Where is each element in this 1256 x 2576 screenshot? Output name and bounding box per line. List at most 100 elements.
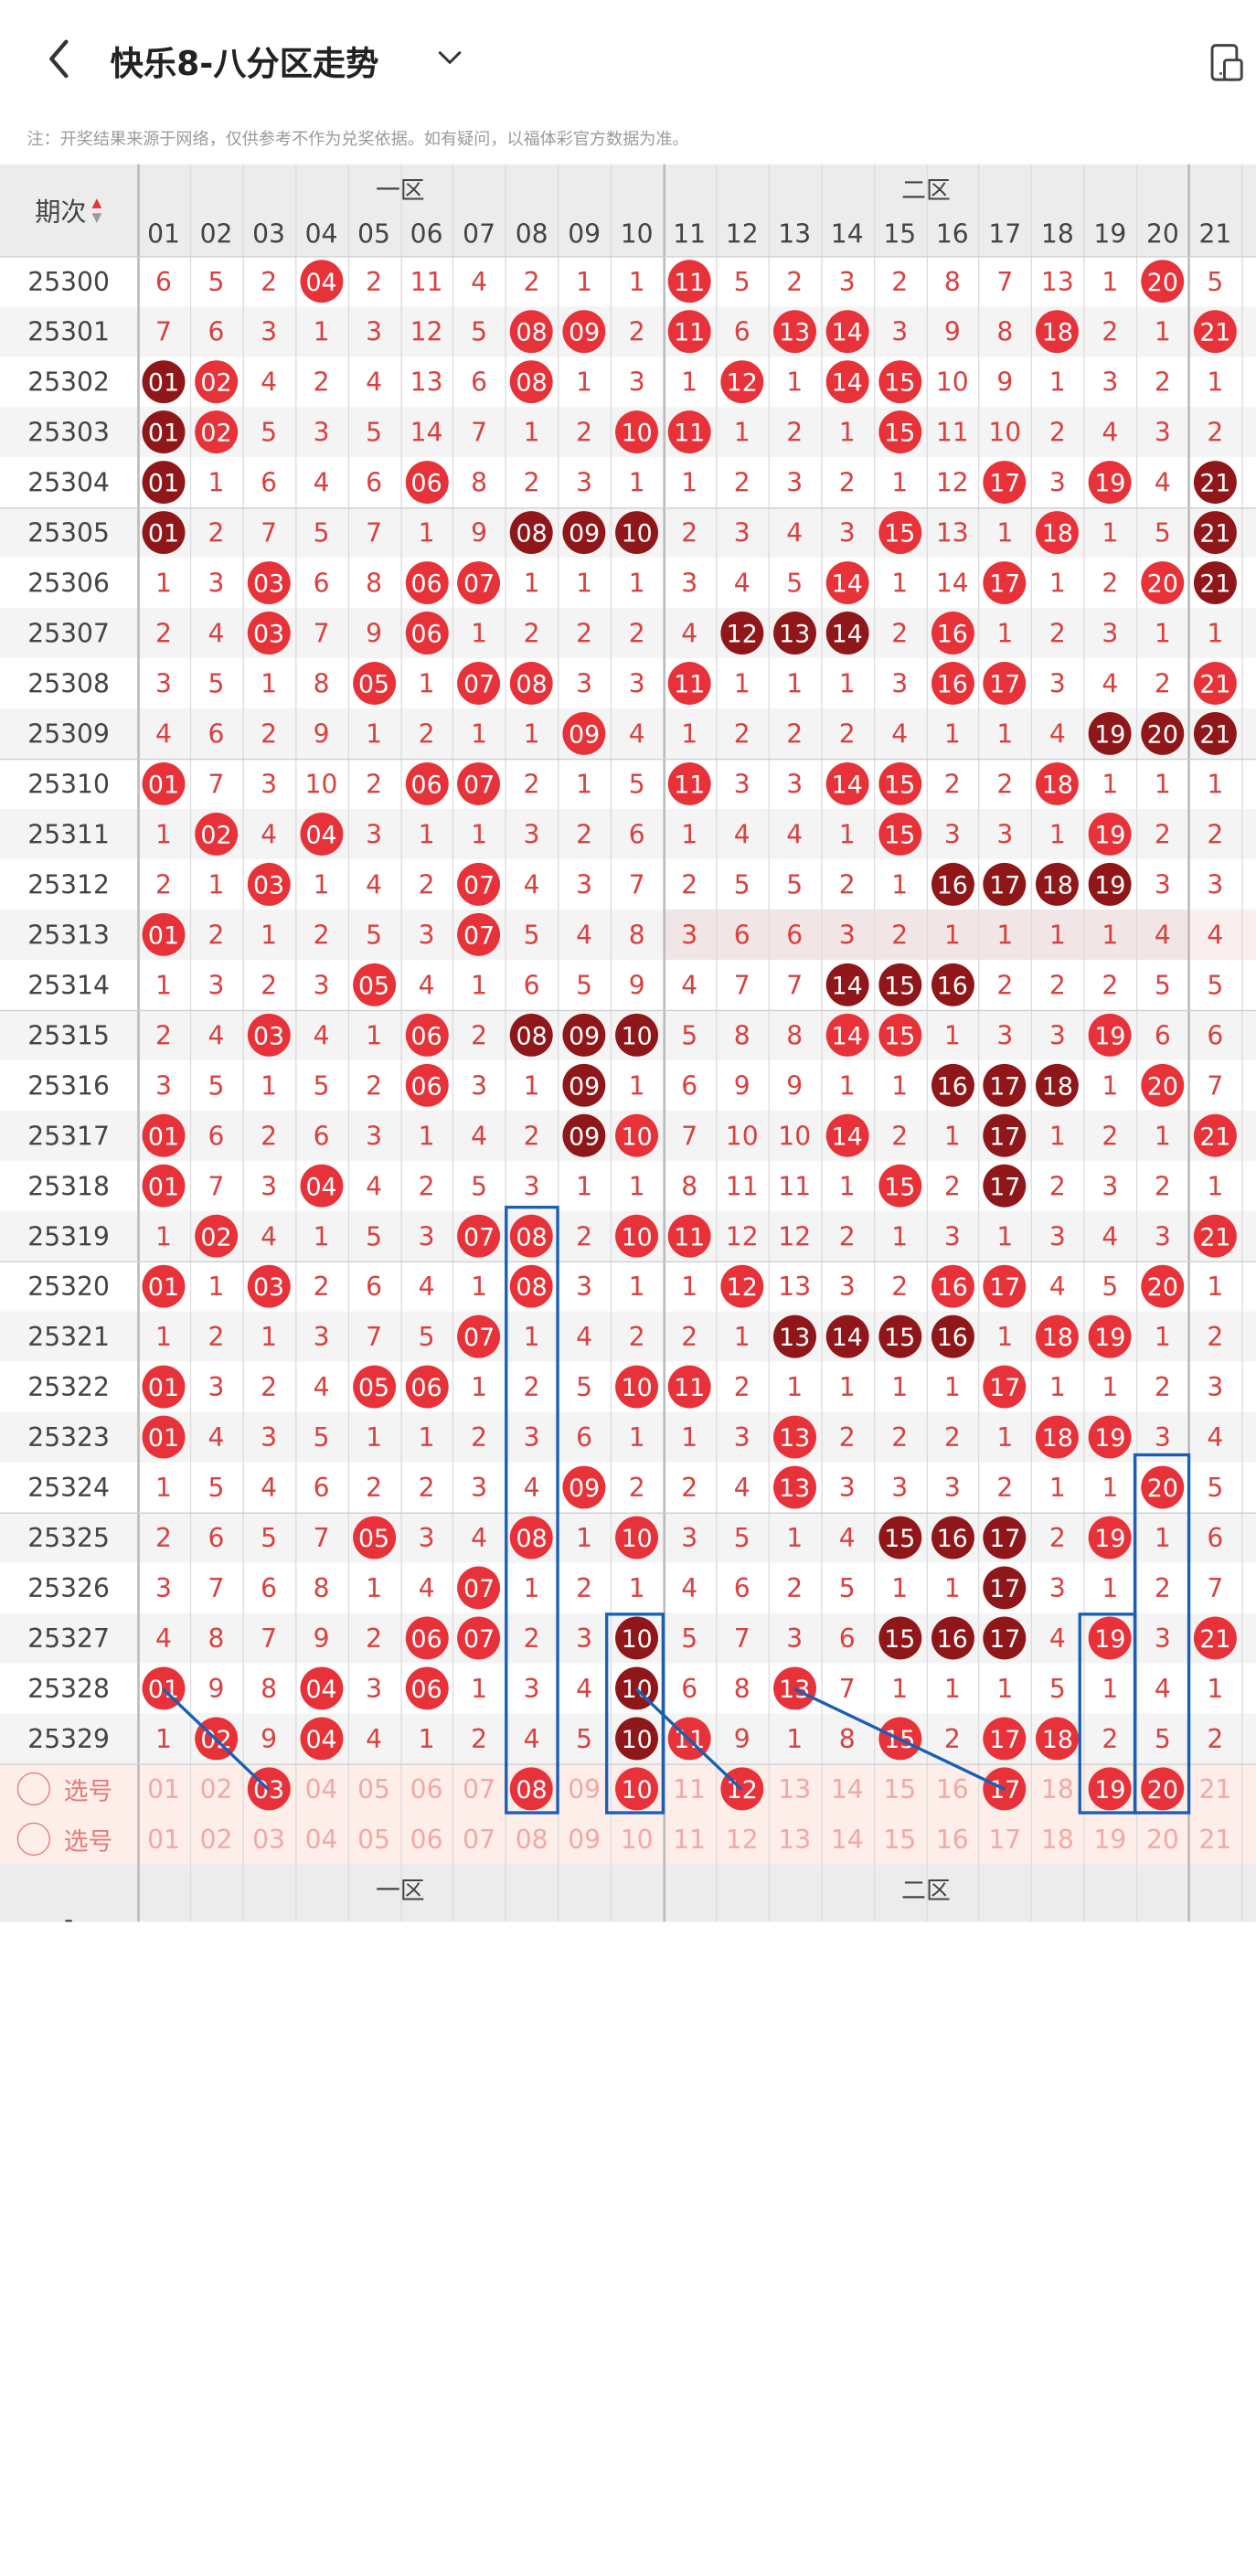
cell-16[interactable]: 16 <box>935 1773 969 1804</box>
cell-11[interactable]: 11 <box>673 1824 707 1854</box>
cell-06[interactable]: 06 <box>410 1824 443 1854</box>
repeat-ball: 17 <box>983 1516 1027 1559</box>
cell-14[interactable]: 14 <box>830 1824 864 1854</box>
cell-20: 2 <box>1154 1171 1171 1201</box>
repeat-ball: 19 <box>1088 862 1132 906</box>
select-label[interactable]: 选号 <box>63 1826 113 1856</box>
cell-12: 11 <box>725 1171 759 1201</box>
cell-21[interactable]: 21 <box>1198 1824 1232 1854</box>
cell-20[interactable]: 20 <box>1145 1824 1179 1854</box>
cell-10: 1 <box>628 1070 645 1101</box>
cell-18[interactable]: 18 <box>1040 1773 1074 1804</box>
cell-06: 12 <box>410 316 443 346</box>
drawn-ball[interactable]: 19 <box>1088 1767 1132 1811</box>
cell-18: 2 <box>1048 1522 1066 1553</box>
cell-06[interactable]: 06 <box>410 1773 443 1804</box>
cell-11[interactable]: 11 <box>673 1773 707 1804</box>
grid-line <box>399 164 402 1922</box>
cell-08[interactable]: 08 <box>515 1824 548 1854</box>
cell-05[interactable]: 05 <box>357 1773 390 1804</box>
drawn-ball: 18 <box>1036 1315 1080 1358</box>
cell-08[interactable]: 08 <box>506 1763 559 1814</box>
cell-16[interactable]: 16 <box>935 1824 969 1854</box>
cell-17[interactable]: 17 <box>988 1824 1022 1854</box>
cell-09: 2 <box>576 417 593 447</box>
cell-14: 14 <box>821 1111 874 1161</box>
cell-15[interactable]: 15 <box>883 1824 917 1854</box>
drawn-ball[interactable]: 10 <box>615 1767 659 1811</box>
group-divider <box>0 1009 1256 1012</box>
radio-circle-icon[interactable] <box>16 1772 50 1805</box>
chevron-left-icon[interactable] <box>37 35 86 84</box>
drawn-ball[interactable]: 20 <box>1141 1767 1185 1811</box>
cell-07[interactable]: 07 <box>463 1773 496 1804</box>
cell-05: 5 <box>366 417 383 447</box>
drawn-ball: 03 <box>247 612 291 655</box>
cell-12: 6 <box>733 920 750 950</box>
cell-01: 01 <box>137 1111 190 1161</box>
cell-05: 05 <box>347 1362 400 1412</box>
cell-04[interactable]: 04 <box>304 1773 338 1804</box>
cell-06: 2 <box>418 1171 435 1201</box>
repeat-ball: 20 <box>1141 712 1185 755</box>
cell-18: 3 <box>1048 668 1066 698</box>
drawn-ball[interactable]: 08 <box>510 1767 554 1811</box>
cell-15: 15 <box>873 1010 926 1060</box>
cell-21[interactable]: 21 <box>1198 1773 1232 1804</box>
cell-07[interactable]: 07 <box>463 1824 496 1854</box>
cell-19[interactable]: 19 <box>1084 1763 1137 1814</box>
drawn-ball: 07 <box>457 761 501 805</box>
cell-15: 2 <box>891 1272 909 1302</box>
cell-21: 21 <box>1189 558 1242 608</box>
cell-04: 1 <box>313 1221 330 1251</box>
cell-15[interactable]: 15 <box>883 1773 917 1804</box>
repeat-ball: 18 <box>1036 862 1080 906</box>
sort-icon[interactable] <box>90 197 102 223</box>
cell-13[interactable]: 13 <box>778 1773 812 1804</box>
cell-05: 2 <box>366 1623 383 1654</box>
page-title[interactable]: 快乐8-八分区走势 <box>110 45 379 84</box>
cell-01[interactable]: 01 <box>147 1773 180 1804</box>
cell-14: 14 <box>821 1010 874 1060</box>
cell-20[interactable]: 20 <box>1136 1763 1189 1814</box>
cell-04[interactable]: 04 <box>304 1824 338 1854</box>
cell-10[interactable]: 10 <box>620 1824 654 1854</box>
cell-14[interactable]: 14 <box>830 1773 864 1804</box>
cell-19[interactable]: 19 <box>1093 1824 1127 1854</box>
cell-02[interactable]: 02 <box>199 1824 233 1854</box>
drawn-ball: 11 <box>667 1214 711 1258</box>
drawn-ball: 15 <box>878 360 921 404</box>
cell-12[interactable]: 12 <box>725 1824 759 1854</box>
cell-03[interactable]: 03 <box>252 1824 285 1854</box>
drawn-ball: 04 <box>300 1666 344 1710</box>
cell-18[interactable]: 18 <box>1040 1824 1074 1854</box>
select-label[interactable]: 选号 <box>63 1775 113 1805</box>
row-highlight <box>1188 909 1256 960</box>
cell-09[interactable]: 09 <box>568 1824 601 1854</box>
cell-05[interactable]: 05 <box>357 1824 390 1854</box>
radio-circle-icon[interactable] <box>16 1822 50 1856</box>
table-row: 25325 2 6 5 7 05 3 4 08 1 10 3 5 1 4 15 16 17 2 19 1 6 <box>0 1512 1256 1563</box>
cell-16: 2 <box>943 1421 961 1453</box>
cell-09: 09 <box>558 1060 611 1111</box>
cell-14: 2 <box>838 869 856 899</box>
cell-09[interactable]: 09 <box>568 1773 601 1804</box>
grid-line <box>715 164 718 1922</box>
drawn-ball: 07 <box>457 862 501 906</box>
cell-13[interactable]: 13 <box>778 1824 812 1854</box>
drawn-ball: 06 <box>405 1616 449 1660</box>
period-column-header[interactable]: 期次 <box>0 165 137 257</box>
cell-04: 5 <box>313 1070 330 1101</box>
period-cell: 25309 <box>27 719 110 749</box>
chevron-down-icon[interactable] <box>431 39 468 76</box>
drawn-ball: 04 <box>300 812 344 856</box>
footer-dash: - <box>63 1904 74 1922</box>
cell-15: 2 <box>891 920 909 950</box>
drawn-ball: 15 <box>878 1013 921 1057</box>
cell-02[interactable]: 02 <box>199 1773 233 1804</box>
device-switch-icon[interactable] <box>1205 42 1249 84</box>
cell-10[interactable]: 10 <box>611 1763 664 1814</box>
cell-01[interactable]: 01 <box>147 1824 180 1854</box>
cell-13: 2 <box>786 1572 804 1603</box>
drawn-ball: 10 <box>615 410 659 454</box>
